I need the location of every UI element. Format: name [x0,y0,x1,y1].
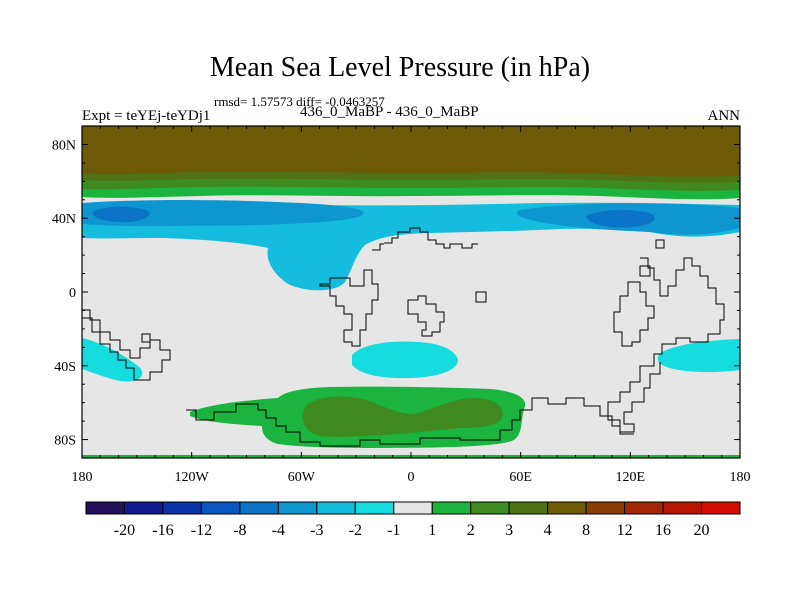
colorbar-label: -12 [191,522,212,539]
x-tick-label: 180 [72,470,93,485]
y-tick-label: 40N [52,212,76,227]
coastline-island-a [639,265,651,277]
coastline-eurasia [372,227,478,251]
colorbar-label: -20 [114,522,135,539]
colorbar-swatch [239,501,279,515]
colorbar-swatch [162,501,202,515]
colorbar-label: 16 [655,522,671,539]
x-tick-label: 180 [730,470,751,485]
chart-title: Mean Sea Level Pressure (in hPa) [209,52,591,83]
colorbar-label: 4 [544,522,552,539]
midlat-north-core-east [586,209,655,228]
colorbar-swatch [624,501,664,515]
colorbar-label: -4 [272,522,285,539]
colorbar-swatch [701,501,741,515]
colorbar-label: -8 [233,522,246,539]
coastline-antarctica [186,397,634,447]
period-label: 436_0_MaBP - 436_0_MaBP [300,104,479,120]
colorbar-swatch [316,501,356,515]
colorbar-swatch [123,501,164,515]
season-label: ANN [707,108,741,124]
coastline-south-america [82,309,171,381]
colorbar: -20 -16 -12 -8 -4 -3 -2 -1 1 2 3 4 8 12 16 20 [85,501,741,539]
arctic-band-8-12 [82,126,740,177]
coastline-island-c [475,291,487,303]
colorbar-label: -2 [349,522,362,539]
x-tick-label: 60E [509,470,532,485]
field-layer [82,126,740,458]
colorbar-label: -3 [310,522,323,539]
colorbar-swatch [277,501,318,515]
y-tick-label: 0 [69,286,76,301]
south-neg-patch-atlantic [352,341,458,379]
coastline-madagascar [407,295,445,337]
colorbar-swatch [585,501,626,515]
antarctic-band-3-4 [302,396,503,437]
coastline-island-d [141,333,151,343]
south-neg-patch-west [82,338,143,382]
y-tick-label: 40S [54,360,76,375]
x-tick-label: 120E [616,470,646,485]
stats-label: rmsd= 1.57573 diff= -0.0463257 [214,94,385,109]
coastline-australia [607,257,725,433]
colorbar-swatch [470,501,510,515]
coastlines [82,227,725,447]
colorbar-swatch [508,501,549,515]
coastline-africa [319,269,379,347]
colorbar-label: 8 [582,522,590,539]
colorbar-label: 20 [694,522,710,539]
colorbar-swatch [200,501,241,515]
coastline-island-b [655,239,665,249]
colorbar-swatch [431,501,472,515]
x-tick-label: 120W [175,470,210,485]
colorbar-label: 12 [617,522,633,539]
x-tick-label: 60W [288,470,316,485]
colorbar-label: -16 [152,522,173,539]
colorbar-label: -1 [387,522,400,539]
x-tick-label: 0 [408,470,415,485]
experiment-label: Expt = teYEj-teYDj1 [82,108,211,124]
colorbar-swatch [547,501,587,515]
colorbar-label: 3 [505,522,513,539]
midlat-north-core-west [92,206,150,223]
colorbar-label: 2 [467,522,475,539]
y-tick-label: 80N [52,138,76,153]
axes: 180 120W 60W 0 60E 120E 180 80N 40N 0 40S 80S [52,126,751,485]
y-tick-label: 80S [54,434,76,449]
colorbar-swatch [662,501,703,515]
colorbar-label: 1 [428,522,436,539]
colorbar-swatch [85,501,125,515]
south-neg-patch-east [657,339,740,373]
midlat-north-band-neg3 [82,200,364,227]
colorbar-swatch [393,501,433,515]
colorbar-swatch [354,501,395,515]
